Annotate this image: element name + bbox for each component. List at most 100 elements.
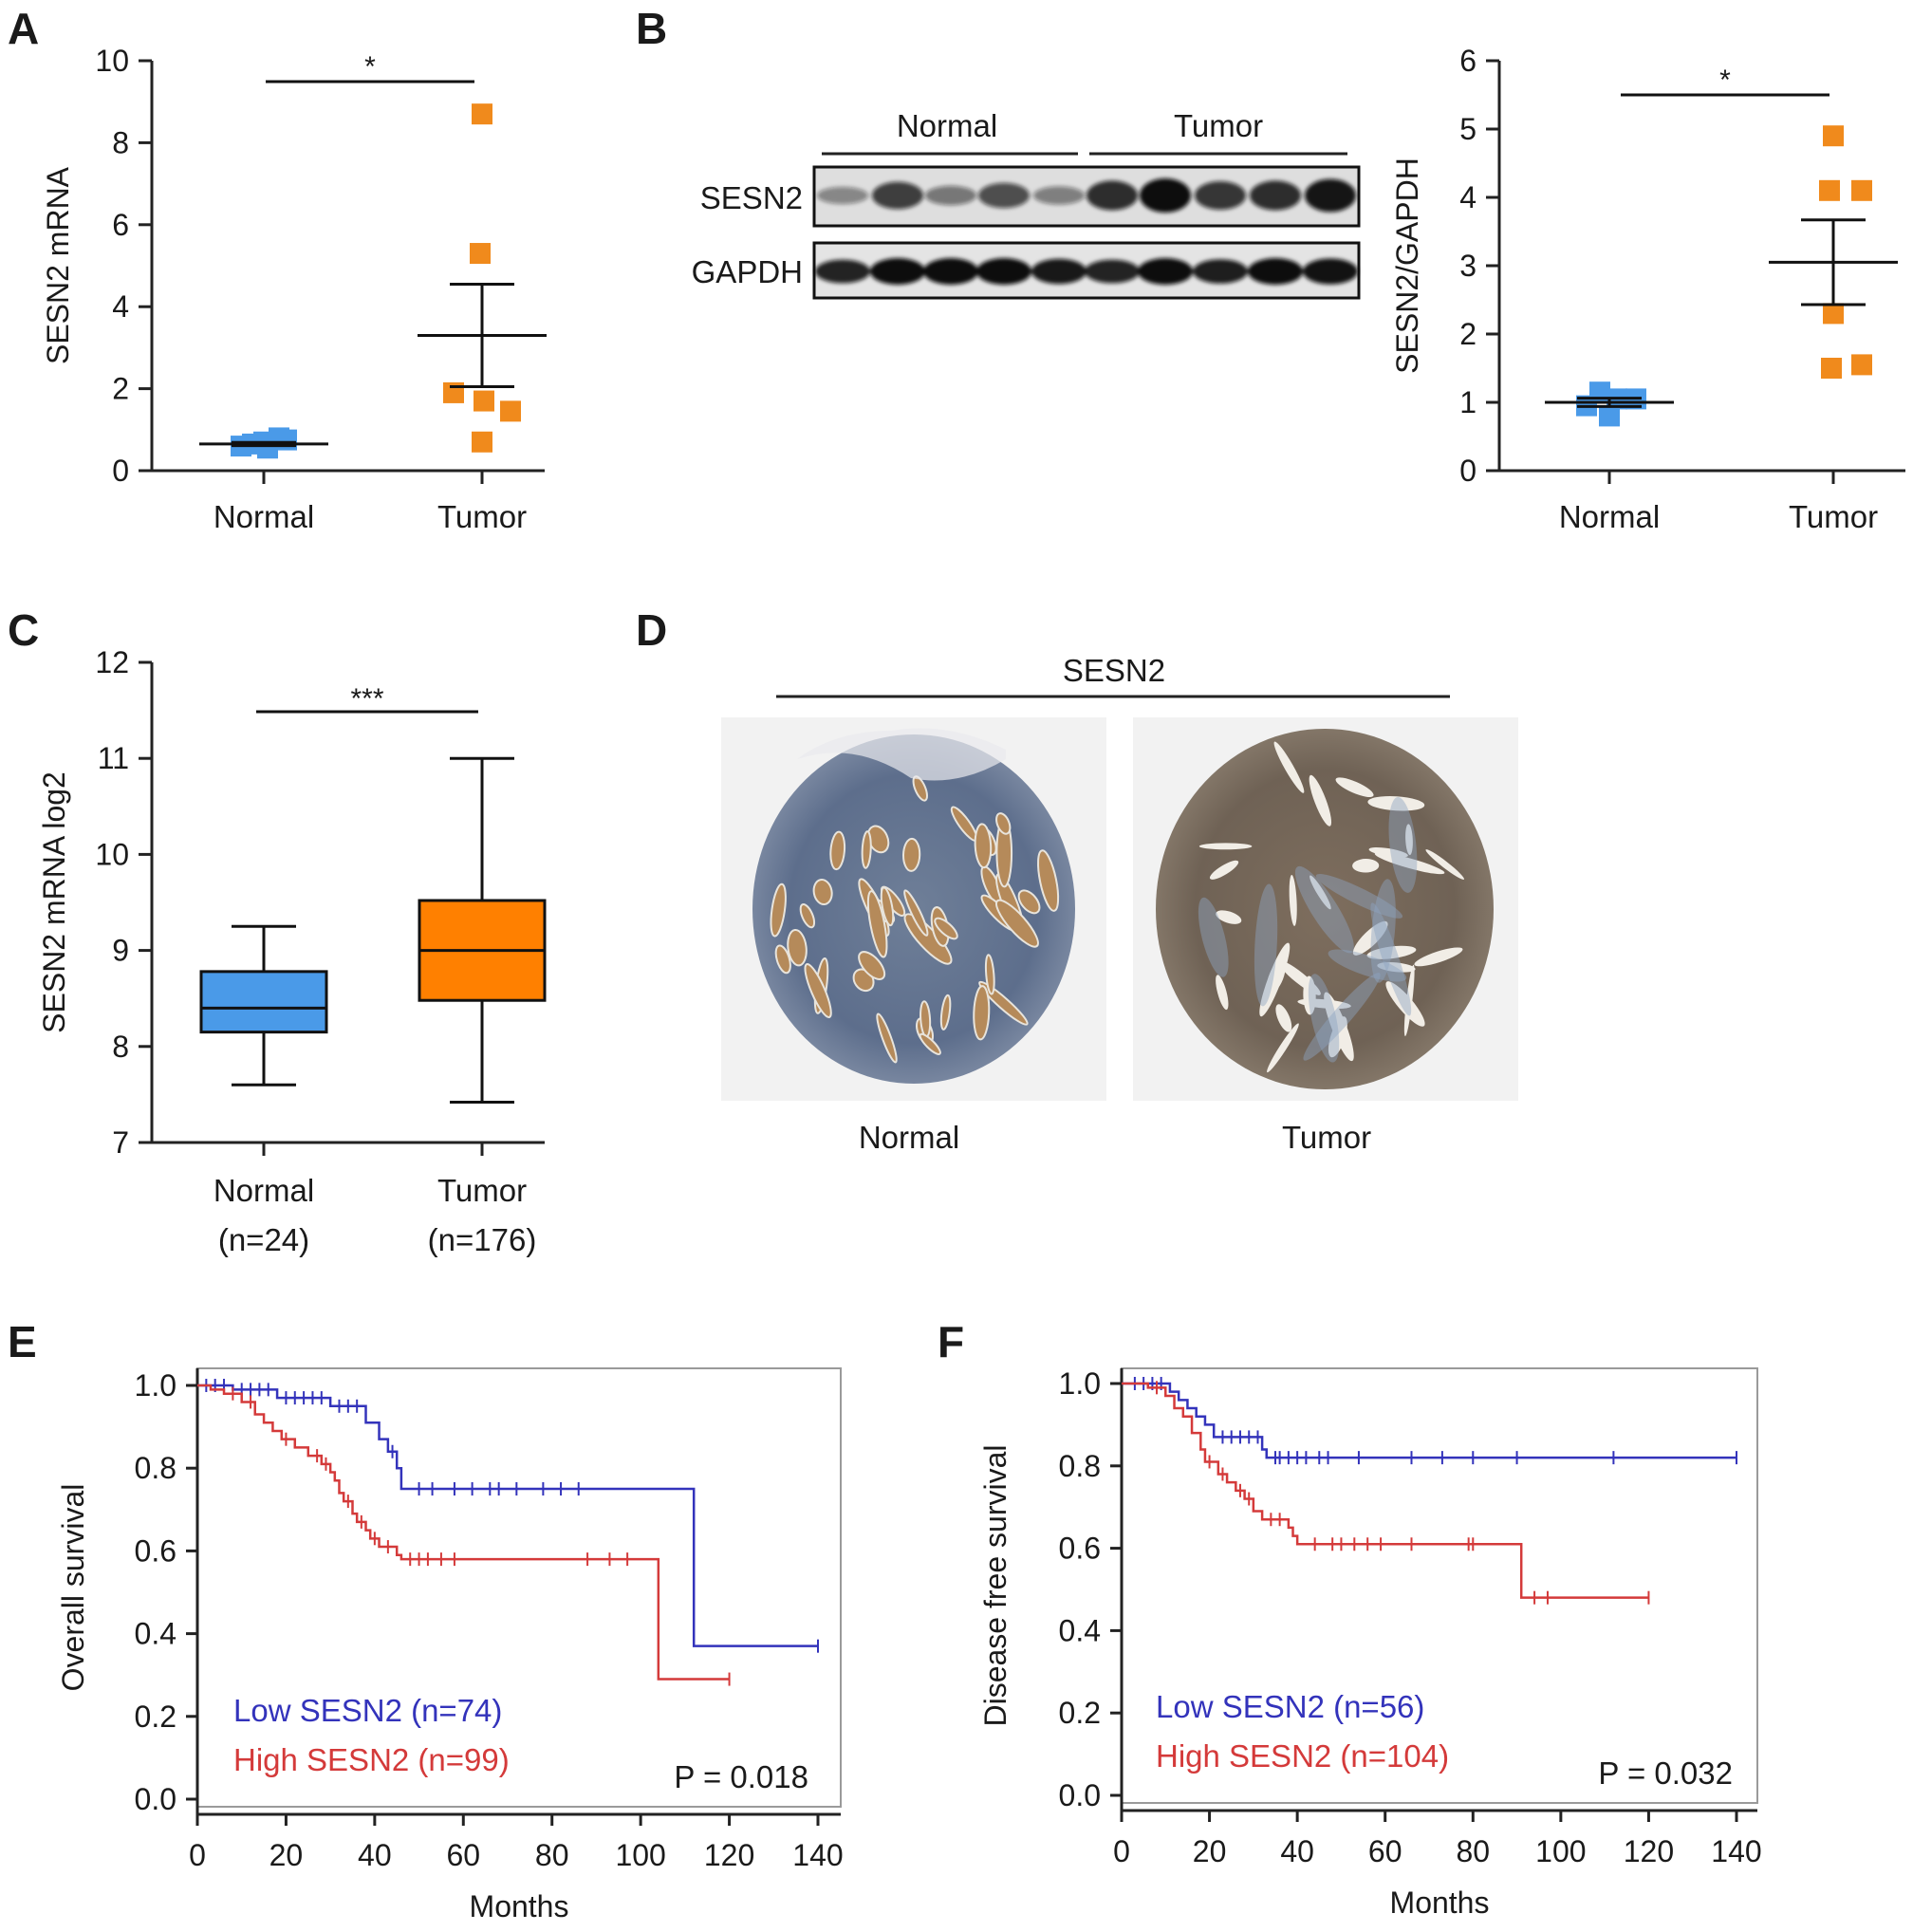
gland [829,830,846,871]
survival-curve [197,1384,730,1681]
chart-f-disease-free-survival: 0.0 0.2 0.4 0.6 0.8 1.0 0 20 40 60 80 100 120 140 Mont… [978,1366,1762,1920]
panel-label-f: F [938,1317,964,1366]
legend-entry: Low SESN2 (n=56) [1156,1689,1424,1724]
x-tick-label: 120 [704,1838,754,1872]
x-axis-label: Months [1390,1886,1490,1920]
gland [902,837,921,872]
data-point [1851,354,1872,376]
blot-band-sesn2 [1250,180,1301,211]
y-tick-label: 1.0 [135,1368,176,1403]
y-tick-label: 0.6 [135,1533,176,1568]
y-tick-label: 0.0 [1059,1778,1101,1812]
gland [812,878,833,906]
gland [799,902,816,929]
gland [1037,849,1060,912]
plot-frame [196,1367,842,1808]
survival-curve [197,1384,818,1647]
y-axis-label: Overall survival [56,1484,90,1692]
legend-entry: High SESN2 (n=104) [1156,1738,1449,1774]
y-tick-label: 4 [1459,180,1477,214]
y-tick-label: 0.8 [1059,1449,1101,1483]
lumen [1309,774,1332,827]
lumen [1352,859,1380,873]
stroma [1198,897,1229,977]
chart-c-boxplot: 7 8 9 10 11 12 SESN2 mRNA log2 Normal (n=24) Tumo… [37,645,547,1257]
blot-band-sesn2 [1033,186,1085,205]
gland [973,985,991,1041]
lumen [1309,875,1331,910]
gland [903,889,929,937]
lumen [1277,959,1321,995]
stroma [1303,973,1381,1061]
lumen [1425,849,1464,880]
chart-b-sesn2-gapdh: 0 1 2 3 4 5 6 SESN2/GAPDH Normal Tumor * [1390,44,1905,534]
x-tick-label: 100 [1535,1834,1586,1868]
data-point [1823,303,1844,325]
data-point [1819,179,1840,201]
blot-band-sesn2 [1087,180,1138,211]
blot-row-sesn2: SESN2 [700,180,803,215]
lumen [1209,860,1239,880]
y-tick-label: 0.6 [1059,1532,1101,1566]
y-axis-label: SESN2/GAPDH [1390,158,1424,374]
x-tick-label: Tumor [1789,499,1878,534]
x-tick-label: Normal [214,499,314,534]
lumen [1216,910,1242,924]
gland [984,954,995,995]
blot-band-sesn2 [1305,178,1356,213]
gland [919,1032,941,1055]
lumen [1275,1004,1292,1032]
lumen [1335,777,1374,797]
data-point [1823,125,1844,147]
gland [804,963,832,1019]
western-blot-image [812,165,1361,300]
gland [995,812,1012,835]
x-tick-label: 80 [535,1838,569,1872]
x-tick-label: Tumor [437,499,527,534]
x-tick-label: 20 [269,1838,304,1872]
y-tick-label: 0 [1459,454,1477,488]
panel-label-a: A [8,4,39,53]
gland [770,882,787,938]
survival-curve [1122,1382,1737,1459]
blot-band-gapdh [870,258,925,285]
gland [974,823,993,869]
blot-band-gapdh [815,259,870,284]
ihc-label-normal: Normal [859,1120,959,1155]
y-axis-label: SESN2 mRNA [41,166,75,364]
x-tick-label: 0 [1113,1834,1130,1868]
y-tick-label: 6 [112,208,129,242]
y-tick-label: 6 [1459,44,1477,78]
blot-group-normal: Normal [897,108,997,143]
blot-band-sesn2 [925,185,976,206]
data-point [1851,179,1872,201]
lumen [1367,795,1425,811]
blot-band-sesn2 [872,181,923,210]
stroma [1388,797,1418,893]
data-point [470,243,491,265]
x-tick-count: (n=176) [428,1222,537,1257]
p-value: P = 0.018 [674,1759,808,1794]
y-tick-label: 8 [112,125,129,159]
y-tick-label: 1 [1459,385,1477,419]
x-tick-label: Normal [1559,499,1660,534]
y-axis-label: SESN2 mRNA log2 [37,771,71,1033]
y-tick-label: 0.4 [135,1617,176,1651]
gland [934,917,958,940]
blot-band-gapdh [1138,258,1193,285]
lumen [1377,962,1416,973]
gland [995,899,1039,948]
x-tick-label: 120 [1624,1834,1674,1868]
y-tick-label: 7 [112,1125,129,1160]
blot-band-gapdh [923,258,978,285]
lumen [1414,947,1463,967]
blot-band-sesn2 [1195,181,1246,210]
y-tick-label: 1.0 [1059,1366,1101,1401]
lumen [1273,741,1305,793]
x-tick-label: Tumor [437,1173,527,1208]
ihc-title: SESN2 [1063,653,1165,688]
p-value: P = 0.032 [1598,1756,1733,1791]
y-tick-label: 10 [95,837,129,871]
y-tick-label: 0.2 [135,1700,176,1734]
y-tick-label: 0.4 [1059,1613,1101,1647]
